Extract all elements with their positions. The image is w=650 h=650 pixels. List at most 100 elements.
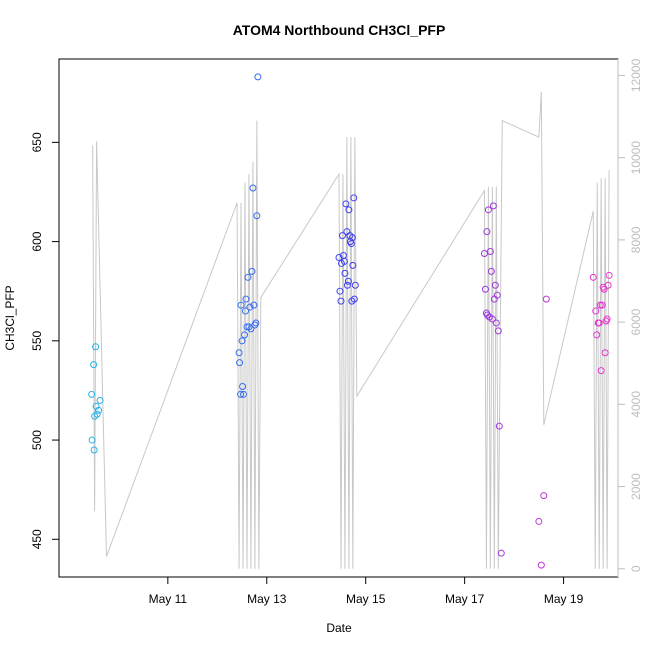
- x-tick-label: May 19: [544, 592, 584, 606]
- data-point: [253, 212, 261, 220]
- data-point: [488, 315, 496, 323]
- data-point: [595, 319, 603, 327]
- data-point: [340, 257, 348, 265]
- data-point: [249, 184, 257, 192]
- data-point: [341, 269, 349, 277]
- data-point: [250, 301, 258, 309]
- x-axis-label: Date: [326, 621, 352, 635]
- data-point: [350, 295, 358, 303]
- y-tick-label: 450: [30, 529, 44, 549]
- x-tick-label: May 13: [247, 592, 287, 606]
- y2-tick-label: 8000: [629, 226, 643, 253]
- data-point: [345, 206, 353, 214]
- data-point: [248, 267, 256, 275]
- secondary-series-line: [92, 91, 610, 569]
- y2-tick-label: 6000: [629, 308, 643, 335]
- data-point: [593, 331, 601, 339]
- data-point: [540, 492, 548, 500]
- data-point: [483, 311, 491, 319]
- y-tick-label: 500: [30, 430, 44, 450]
- data-point: [242, 295, 250, 303]
- data-point: [605, 271, 613, 279]
- data-point: [241, 307, 249, 315]
- data-point: [483, 228, 491, 236]
- data-point: [351, 281, 359, 289]
- data-point: [481, 285, 489, 293]
- y2-tick-label: 0: [629, 565, 643, 572]
- y2-tick-label: 2000: [629, 473, 643, 500]
- data-point: [484, 206, 492, 214]
- data-point: [246, 303, 254, 311]
- x-tick-label: May 11: [149, 592, 188, 606]
- data-point: [604, 281, 612, 289]
- data-point: [535, 517, 543, 525]
- data-point: [491, 281, 499, 289]
- axes-layer: May 11 May 13 May 15 May 17 May 19 450 500 550 6…: [30, 58, 643, 606]
- data-point: [493, 291, 501, 299]
- data-point: [589, 273, 597, 281]
- data-point: [350, 194, 358, 202]
- data-point: [238, 337, 246, 345]
- y-axis-label: CH3Cl_PFP: [3, 285, 17, 350]
- x-tick-label: May 15: [346, 592, 386, 606]
- y-tick-label: 600: [30, 231, 44, 251]
- data-point: [480, 249, 488, 257]
- data-point: [489, 202, 497, 210]
- data-point: [597, 367, 605, 375]
- data-point: [254, 73, 262, 81]
- y2-tick-label: 4000: [629, 391, 643, 418]
- data-point: [93, 410, 101, 418]
- data-point: [344, 277, 352, 285]
- data-point: [88, 436, 96, 444]
- data-point: [96, 396, 104, 404]
- data-point: [88, 390, 96, 398]
- y-tick-label: 650: [30, 132, 44, 152]
- scatter-points-layer: [88, 73, 613, 569]
- data-point: [336, 287, 344, 295]
- data-point: [92, 343, 100, 351]
- data-point: [236, 359, 244, 367]
- data-point: [338, 232, 346, 240]
- data-point: [335, 253, 343, 261]
- data-point: [241, 331, 249, 339]
- data-point: [348, 234, 356, 242]
- data-point: [244, 273, 252, 281]
- data-point: [596, 301, 604, 309]
- data-point: [237, 390, 245, 398]
- data-point: [592, 307, 600, 315]
- data-point: [90, 361, 98, 369]
- y-tick-label: 550: [30, 330, 44, 350]
- data-point: [600, 285, 608, 293]
- data-point: [237, 301, 245, 309]
- data-point: [90, 446, 98, 454]
- chart-title: ATOM4 Northbound CH3Cl_PFP: [233, 22, 446, 38]
- data-point: [95, 406, 103, 414]
- plot-frame: [58, 58, 619, 578]
- data-point: [349, 261, 357, 269]
- data-point: [247, 325, 255, 333]
- data-point: [337, 297, 345, 305]
- data-point: [487, 267, 495, 275]
- data-point: [343, 281, 351, 289]
- x-tick-label: May 17: [445, 592, 485, 606]
- data-point: [239, 382, 247, 390]
- data-point: [495, 422, 503, 430]
- data-point: [542, 295, 550, 303]
- data-point: [492, 319, 500, 327]
- data-point: [245, 323, 253, 331]
- data-point: [494, 327, 502, 335]
- data-point: [603, 315, 611, 323]
- data-point: [598, 301, 606, 309]
- data-point: [497, 549, 505, 557]
- data-point: [252, 319, 260, 327]
- data-point: [537, 561, 545, 569]
- data-point: [243, 323, 251, 331]
- data-point: [342, 200, 350, 208]
- data-point: [235, 349, 243, 357]
- y2-tick-label: 10000: [629, 141, 643, 175]
- y2-tick-label: 12000: [629, 58, 643, 92]
- data-point: [486, 248, 494, 256]
- secondary-line-layer: [92, 91, 610, 569]
- data-point: [240, 390, 248, 398]
